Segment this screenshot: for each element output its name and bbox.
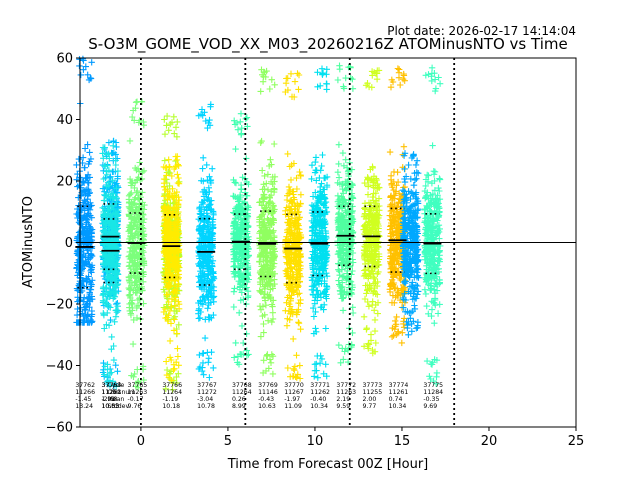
- y-tick-label: 20: [56, 175, 73, 190]
- stat-stddev: 10.34: [389, 403, 407, 410]
- scatter-point-cloud: [230, 110, 252, 368]
- stat-count: 11284: [423, 389, 443, 396]
- stat-mean: -1.19: [162, 396, 178, 403]
- series-points: [421, 64, 444, 387]
- stat-mean: 2.00: [363, 396, 377, 403]
- stat-stddev: 8.99: [232, 403, 246, 410]
- x-tick-label: 25: [568, 434, 585, 449]
- stat-stddev: 11.09: [284, 403, 302, 410]
- scatter-point-cloud: [125, 98, 148, 391]
- stat-stddev: 10.18: [162, 403, 180, 410]
- series-points: [125, 98, 148, 391]
- stat-stddev: 9.77: [363, 403, 377, 410]
- stat-stddev: 9.69: [423, 403, 437, 410]
- stat-count: 11263: [101, 389, 121, 396]
- stat-count: 11146: [258, 389, 278, 396]
- stat-stddev: 10.63: [258, 403, 276, 410]
- stat-count: 11255: [363, 389, 383, 396]
- scatter-point-cloud: [160, 153, 183, 384]
- stat-stddev: 13.24: [75, 403, 93, 410]
- stat-legend-label: Mean: [107, 396, 124, 403]
- stat-count: 11262: [310, 389, 330, 396]
- stat-legend-label: Stddev: [107, 403, 129, 410]
- x-axis-title: Time from Forecast 00Z [Hour]: [227, 457, 429, 472]
- stat-mean: 1.91: [101, 396, 115, 403]
- reference-lines-layer: [80, 58, 576, 427]
- stat-count: 11272: [197, 389, 217, 396]
- stat-stddev: 10.63: [101, 403, 119, 410]
- y-tick-label: −60: [46, 421, 73, 436]
- stat-cycle: 37775: [423, 382, 443, 389]
- plot-area: [73, 55, 577, 428]
- stat-cycle: 37766: [162, 382, 182, 389]
- x-tick-label: 10: [307, 434, 324, 449]
- stat-mean: -0.43: [258, 396, 274, 403]
- x-axis: 0 5 10 15 20 25: [137, 427, 585, 449]
- x-tick-label: 20: [481, 434, 498, 449]
- stat-cycle: 37770: [284, 382, 304, 389]
- stat-count: 11266: [75, 389, 95, 396]
- stat-cycle: 37764: [101, 382, 121, 389]
- stat-cycle: 37763: [101, 382, 121, 389]
- stat-cycle: 37765: [128, 382, 148, 389]
- stat-count: 11264: [162, 389, 182, 396]
- plot-date: Plot date: 2026-02-17 14:14:04: [387, 24, 576, 38]
- stat-cycle: 37762: [75, 382, 95, 389]
- y-tick-label: −20: [46, 298, 73, 313]
- chart-title: S-O3M_GOME_VOD_XX_M03_20260216Z ATOMinus…: [88, 35, 567, 54]
- series-points: [399, 150, 422, 338]
- stat-stddev: 10.78: [197, 403, 215, 410]
- x-tick-label: 5: [224, 434, 232, 449]
- stat-mean: 0.26: [232, 396, 246, 403]
- stat-cycle: 37772: [336, 382, 356, 389]
- stat-legend-label: Obs.num: [107, 389, 135, 396]
- x-tick-label: 0: [137, 434, 145, 449]
- y-tick-label: 60: [56, 52, 73, 67]
- stat-cycle: 37773: [363, 382, 383, 389]
- scatter-points-layer: [73, 55, 444, 393]
- stat-stddev: 10.33: [101, 403, 119, 410]
- series-points: [360, 67, 383, 357]
- stat-mean: -2.68: [101, 396, 117, 403]
- stat-stddev: 10.34: [310, 403, 328, 410]
- stat-labels-layer: 3776211266-1.4513.2437763112711.9110.633…: [75, 382, 443, 410]
- stat-count: 11264: [232, 389, 252, 396]
- stat-count: 11261: [389, 389, 409, 396]
- y-tick-label: 40: [56, 113, 73, 128]
- y-axis-title: ATOMinusNTO: [21, 196, 36, 288]
- stat-mean: -0.35: [423, 396, 439, 403]
- series-points: [160, 153, 183, 384]
- stat-count: 11263: [128, 389, 148, 396]
- scatter-point-cloud: [399, 150, 422, 338]
- series-points: [230, 110, 252, 368]
- stat-mean: -1.45: [75, 396, 91, 403]
- series-points: [334, 62, 357, 366]
- stat-mean: -0.17: [128, 396, 144, 403]
- stat-mean: 2.19: [336, 396, 350, 403]
- stat-cycle: 37769: [258, 382, 278, 389]
- scatter-point-cloud: [421, 64, 444, 387]
- stat-stddev: 9.59: [336, 403, 350, 410]
- stat-cycle: 37768: [232, 382, 252, 389]
- y-axis: −60 −40 −20 0 20 40 60: [46, 52, 80, 436]
- stat-cycle: 37774: [389, 382, 409, 389]
- x-tick-label: 15: [394, 434, 411, 449]
- stat-stddev: 9.76: [128, 403, 142, 410]
- stat-count: 11267: [284, 389, 304, 396]
- y-tick-label: 0: [65, 236, 73, 251]
- stat-mean: -3.04: [197, 396, 213, 403]
- stat-cycle: 37767: [197, 382, 217, 389]
- stat-count: 11263: [336, 389, 356, 396]
- stat-mean: 0.74: [389, 396, 403, 403]
- scatter-point-cloud: [334, 62, 357, 366]
- stat-count: 11271: [101, 389, 121, 396]
- stat-mean: -0.40: [310, 396, 326, 403]
- y-tick-label: −40: [46, 359, 73, 374]
- stat-cycle: 37771: [310, 382, 330, 389]
- scatter-point-cloud: [360, 67, 383, 357]
- stat-legend-label: Cycle: [107, 382, 124, 389]
- stat-mean: -1.97: [284, 396, 300, 403]
